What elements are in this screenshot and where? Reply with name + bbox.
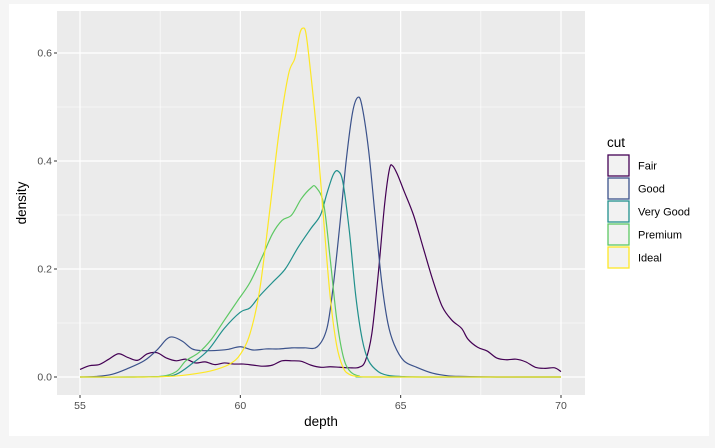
y-tick-label: 0.0 [37,372,52,384]
y-tick-label: 0.2 [37,264,52,276]
legend-key-premium [607,223,630,246]
density-line-ideal [79,27,562,378]
x-tick-label: 70 [555,400,567,412]
density-line-premium [79,184,562,378]
density-line-very-good [79,170,562,378]
x-tick-label: 65 [395,400,407,412]
legend-item-premium: Premium [607,223,682,246]
legend-title: cut [607,135,625,150]
density-line-good [79,96,562,378]
legend-item-good: Good [607,177,665,200]
legend-key-fair [607,154,630,177]
y-tick-label: 0.6 [37,48,52,60]
legend-label: Very Good [638,207,690,219]
x-tick-label: 60 [234,400,246,412]
grid-minor [57,11,585,395]
series-lines [79,27,562,378]
legend-item-very-good: Very Good [607,200,690,223]
x-axis: 55 60 65 70 [74,395,567,412]
x-axis-title: depth [304,414,338,429]
y-axis-title: density [14,181,29,224]
y-tick-label: 0.4 [37,156,52,168]
legend-item-fair: Fair [607,154,657,177]
legend-label: Ideal [638,253,662,265]
legend-key-very-good [607,200,630,223]
x-tick-label: 55 [74,400,86,412]
legend-key-ideal [607,246,630,269]
density-line-fair [79,164,562,373]
legend-key-good [607,177,630,200]
legend-label: Fair [638,161,657,173]
legend-label: Premium [638,230,682,242]
legend-label: Good [638,184,665,196]
plot-panel [57,11,585,395]
legend-item-ideal: Ideal [607,246,662,269]
legend: cut Fair Good Very Good Premium Ideal [607,135,690,269]
y-axis: 0.0 0.2 0.4 0.6 [37,48,57,384]
